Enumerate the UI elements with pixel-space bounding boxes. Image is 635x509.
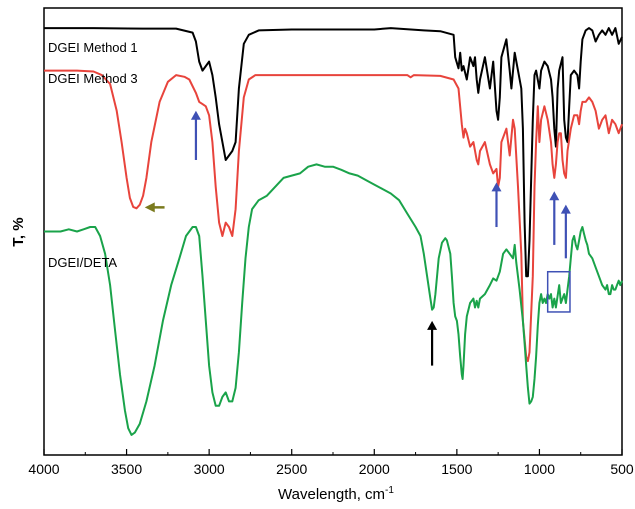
x-tick-label: 1500 (441, 461, 472, 477)
annotation-arrow-head (549, 191, 560, 201)
annotation-arrow-head (491, 182, 502, 192)
x-tick-label: 500 (610, 461, 634, 477)
x-tick-label: 3500 (111, 461, 142, 477)
x-tick-label: 3000 (194, 461, 225, 477)
series-label-dgei-method-3: DGEI Method 3 (48, 71, 138, 86)
x-ticks: 4000 3500 3000 2500 2000 1500 1000 500 (28, 449, 634, 477)
x-tick-label: 2500 (276, 461, 307, 477)
annotation-arrow-head (560, 204, 571, 214)
annotation-arrow-head (190, 110, 201, 120)
series-label-dgei-method-1: DGEI Method 1 (48, 40, 138, 55)
x-tick-label: 2000 (359, 461, 390, 477)
series-line-2 (44, 69, 623, 363)
annotation-arrow-head (144, 202, 155, 213)
x-axis-title: Wavelength, cm-1 (278, 485, 394, 503)
series-group (44, 27, 623, 436)
y-axis-title: T, % (10, 217, 27, 246)
series-line-1 (44, 27, 623, 278)
series-label-dgei-deta: DGEI/DETA (48, 255, 117, 270)
series-line-3 (44, 163, 623, 436)
x-tick-label: 4000 (28, 461, 59, 477)
annotation-arrow-head (427, 320, 438, 330)
annotation-box (546, 270, 571, 313)
annotation-group (144, 110, 571, 366)
x-tick-label: 1000 (524, 461, 555, 477)
